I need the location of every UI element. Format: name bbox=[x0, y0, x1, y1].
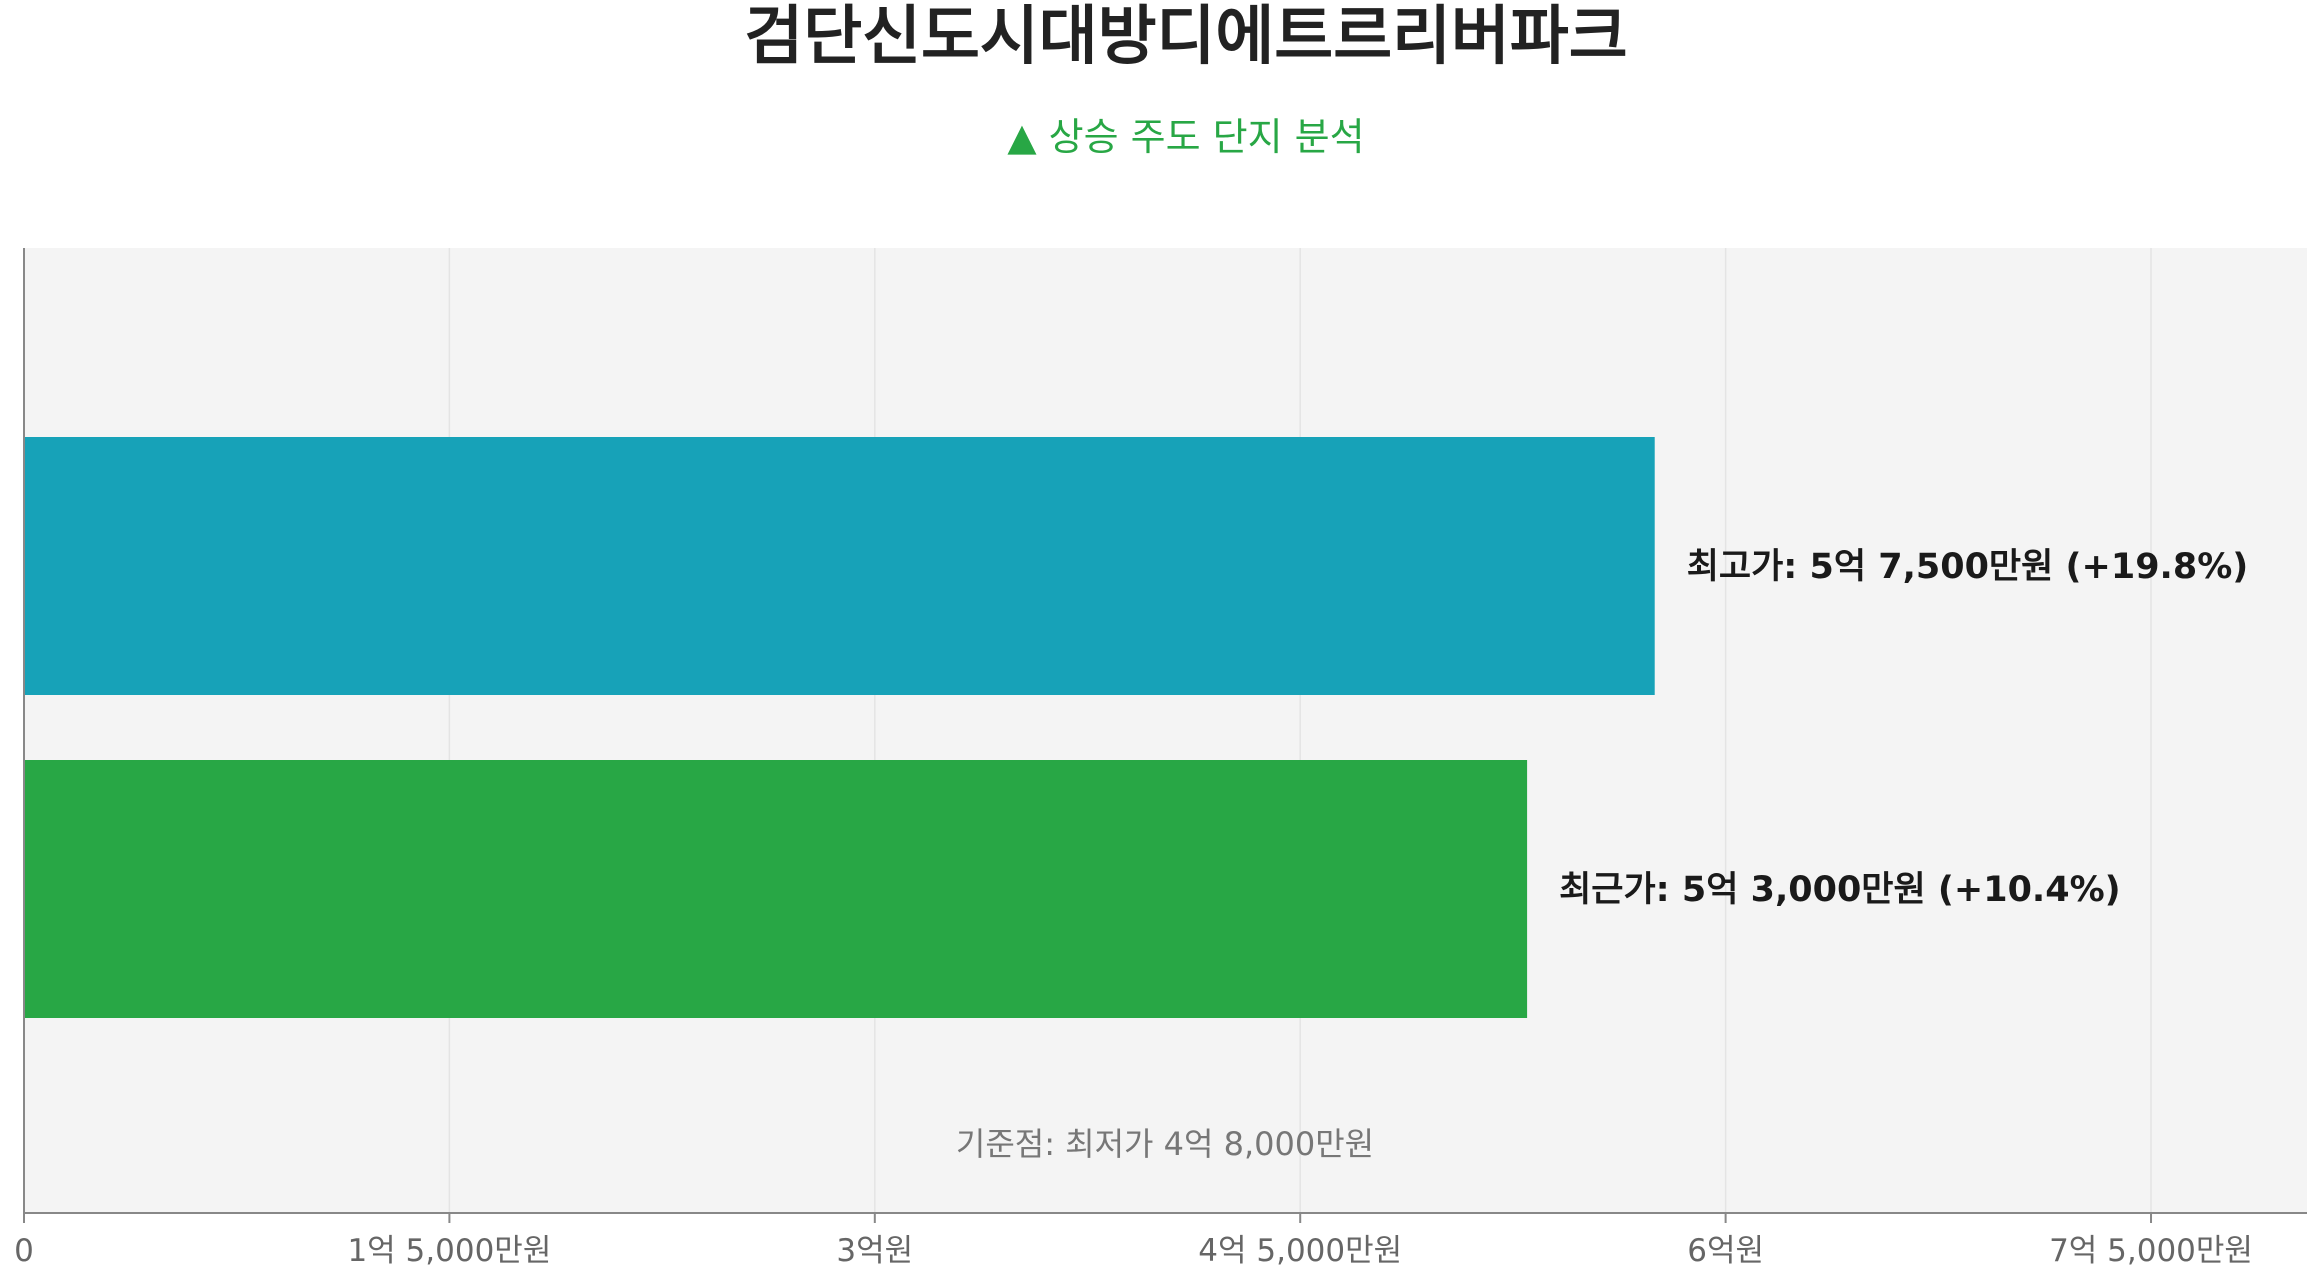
bar-value-label: 최고가: 5억 7,500만원 (+19.8%) bbox=[1687, 547, 2249, 587]
x-tick-label: 3억원 bbox=[836, 1233, 913, 1268]
x-tick-label: 1억 5,000만원 bbox=[347, 1233, 551, 1268]
bars bbox=[24, 437, 1655, 1018]
chart-title: 검단신도시대방디에트르리버파크 bbox=[744, 0, 1627, 74]
x-tick-labels: 0 1억 5,000만원 3억원 4억 5,000만원 6억원 7억 5,000만원 bbox=[14, 1213, 2253, 1268]
x-tick-label: 4억 5,000만원 bbox=[1198, 1233, 1402, 1268]
x-tick-label: 7억 5,000만원 bbox=[2049, 1233, 2253, 1268]
plot-area-background bbox=[24, 248, 2307, 1213]
x-tick-label: 6억원 bbox=[1687, 1233, 1764, 1268]
bar bbox=[24, 437, 1655, 695]
bar-value-labels: 최고가: 5억 7,500만원 (+19.8%) 최근가: 5억 3,000만원 … bbox=[1559, 547, 2248, 910]
x-tick-label: 0 bbox=[14, 1233, 34, 1268]
bar-value-label: 최근가: 5억 3,000만원 (+10.4%) bbox=[1559, 870, 2121, 910]
chart-subtitle: ▲ 상승 주도 단지 분석 bbox=[1007, 115, 1364, 159]
baseline-annotation: 기준점: 최저가 4억 8,000만원 bbox=[956, 1125, 1374, 1163]
grid-lines bbox=[448, 248, 2152, 1213]
bar bbox=[24, 760, 1528, 1018]
